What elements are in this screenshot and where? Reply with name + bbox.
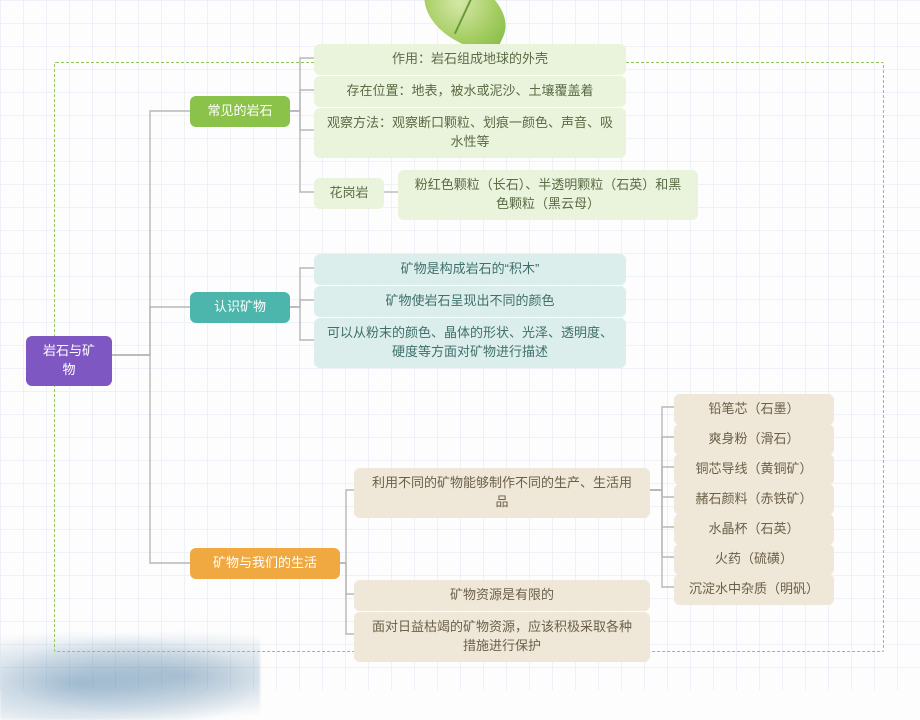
branch-know-minerals: 认识矿物 [190, 292, 290, 323]
leaf-mineral-blocks: 矿物是构成岩石的“积木” [314, 254, 626, 285]
branch-minerals-life: 矿物与我们的生活 [190, 548, 340, 579]
leaf-rock-location: 存在位置：地表，被水或泥沙、土壤覆盖着 [314, 76, 626, 107]
leaf-granite-detail: 粉红色颗粒（长石）、半透明颗粒（石英）和黑色颗粒（黑云母） [398, 170, 698, 220]
leaf-copper: 铜芯导线（黄铜矿） [674, 454, 834, 485]
leaf-sulfur: 火药（硫磺） [674, 544, 834, 575]
leaf-alum: 沉淀水中杂质（明矾） [674, 574, 834, 605]
leaf-pencil: 铅笔芯（石墨） [674, 394, 834, 425]
leaf-quartz: 水晶杯（石英） [674, 514, 834, 545]
leaf-limited: 矿物资源是有限的 [354, 580, 650, 611]
leaf-talc: 爽身粉（滑石） [674, 424, 834, 455]
leaf-mineral-describe: 可以从粉末的颜色、晶体的形状、光泽、透明度、硬度等方面对矿物进行描述 [314, 318, 626, 368]
branch-common-rocks: 常见的岩石 [190, 96, 290, 127]
leaf-rock-observe: 观察方法：观察断口颗粒、划痕一颜色、声音、吸水性等 [314, 108, 626, 158]
root-node: 岩石与矿物 [26, 336, 112, 386]
leaf-products: 利用不同的矿物能够制作不同的生产、生活用品 [354, 468, 650, 518]
leaf-granite: 花岗岩 [314, 178, 384, 209]
leaf-ochre: 赭石颜料（赤铁矿） [674, 484, 834, 515]
leaf-rock-role: 作用：岩石组成地球的外壳 [314, 44, 626, 75]
leaf-protect: 面对日益枯竭的矿物资源，应该积极采取各种措施进行保护 [354, 612, 650, 662]
leaf-mineral-color: 矿物使岩石呈现出不同的颜色 [314, 286, 626, 317]
